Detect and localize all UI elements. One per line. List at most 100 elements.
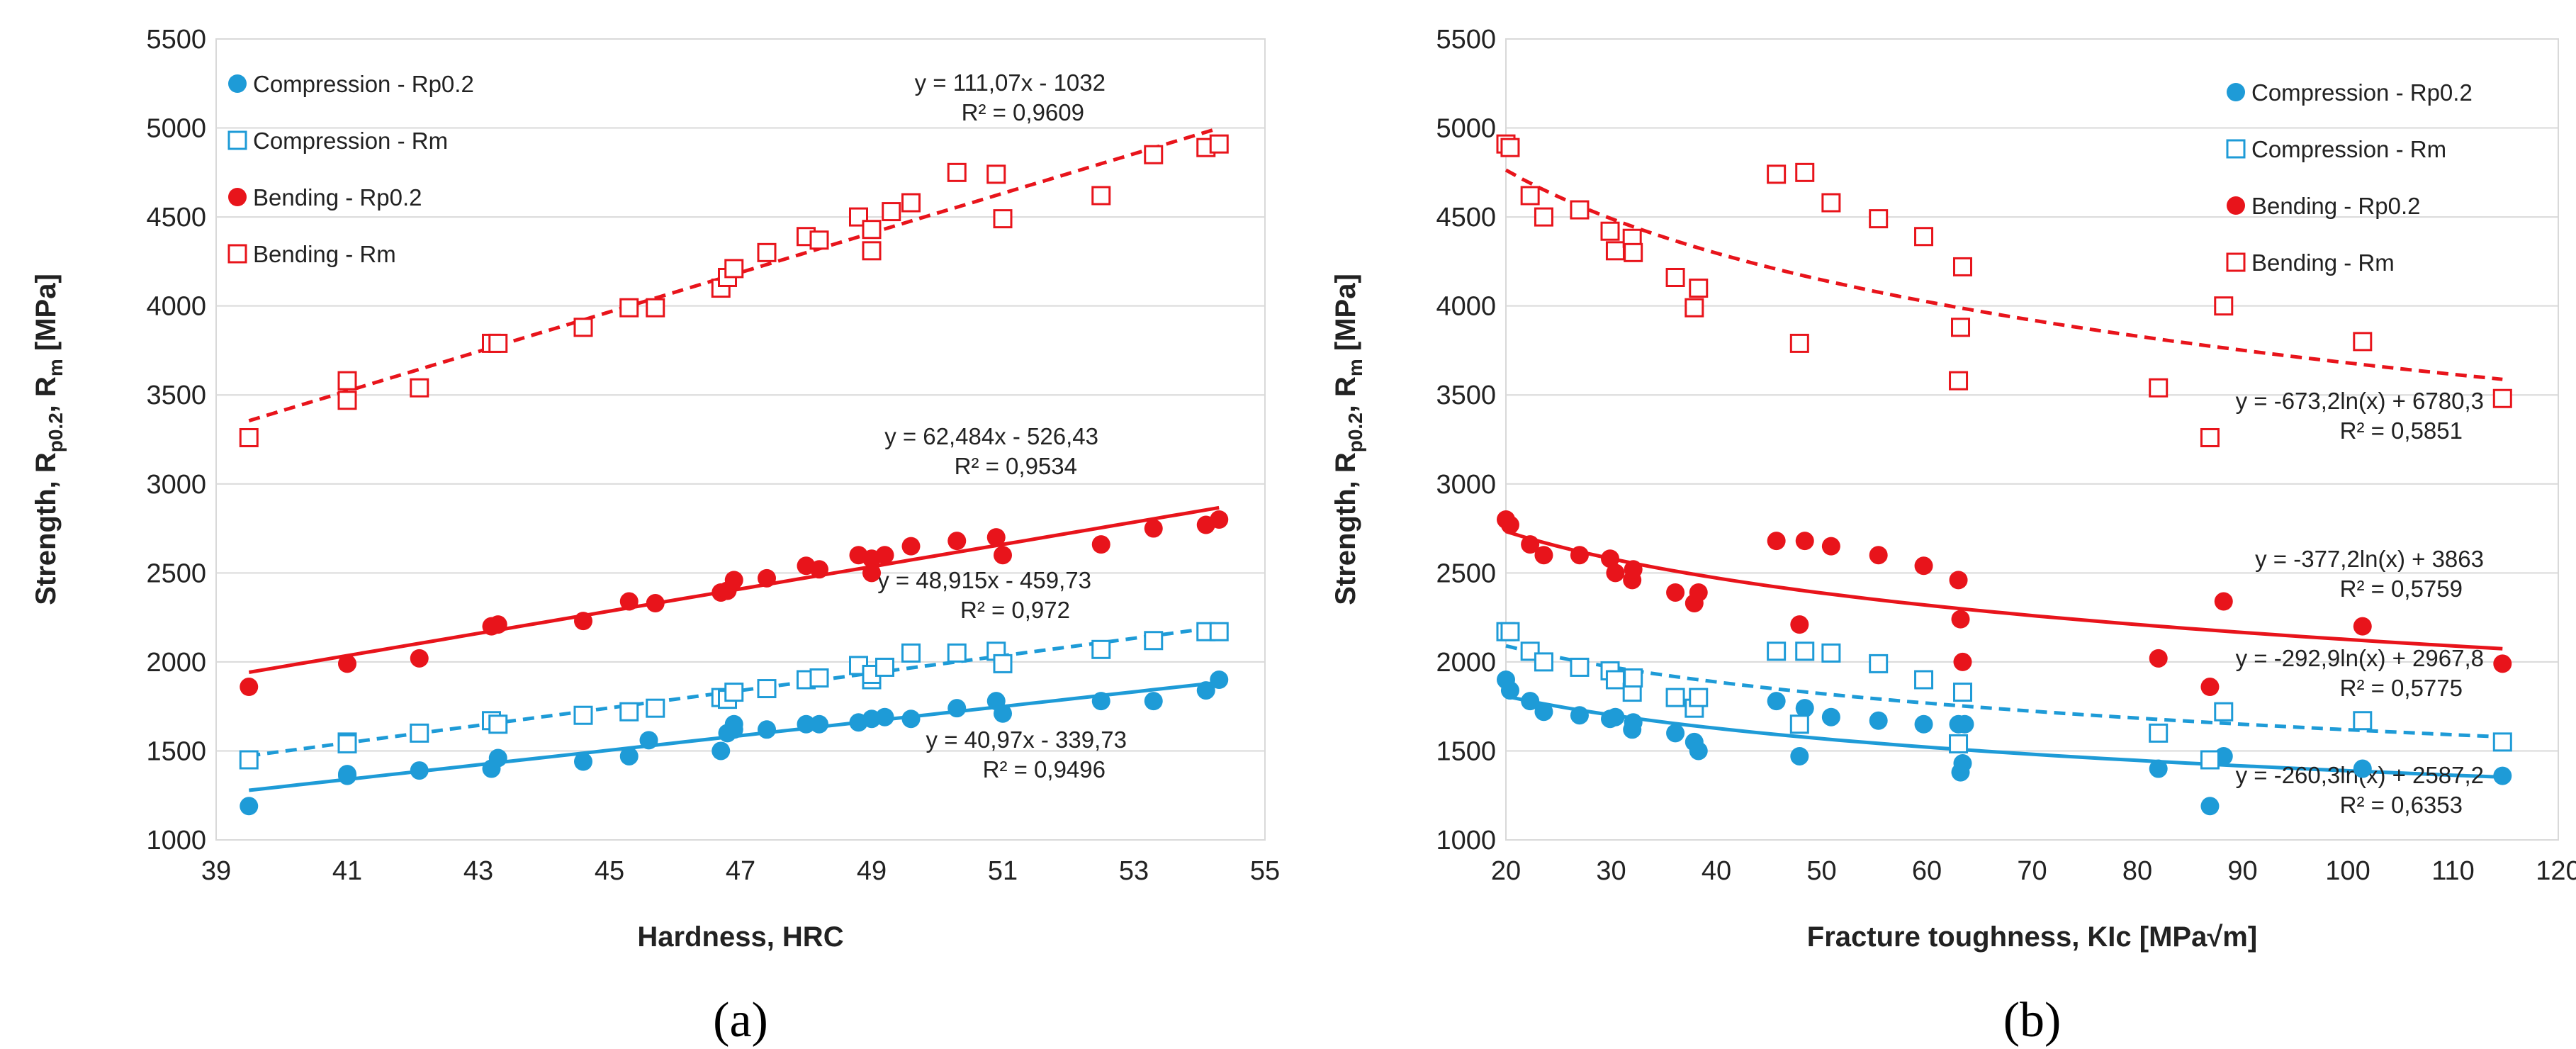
data-point xyxy=(862,220,882,240)
data-point xyxy=(1955,714,1974,734)
legend-marker xyxy=(2227,83,2245,101)
y-tick-label: 1000 xyxy=(1436,826,1496,856)
data-point xyxy=(1521,692,1540,711)
legend-label: Compression - Rm xyxy=(253,128,448,154)
legend-marker xyxy=(2226,139,2246,159)
data-point xyxy=(1952,683,1972,702)
trendline-r2: R² = 0,972 xyxy=(960,597,1070,623)
data-point xyxy=(1606,707,1625,727)
data-point xyxy=(2149,759,2168,778)
trendline-r2: R² = 0,6353 xyxy=(2340,792,2463,818)
data-point xyxy=(947,643,967,663)
data-point xyxy=(619,592,639,611)
data-point xyxy=(239,427,259,447)
data-point xyxy=(1914,714,1933,734)
trendline-r2: R² = 0,5759 xyxy=(2340,576,2463,602)
data-point xyxy=(1665,267,1685,287)
trendline-bending-rm xyxy=(1504,168,2503,381)
data-point xyxy=(947,532,967,551)
y-tick-label: 1500 xyxy=(1436,736,1496,766)
trendline-equation: y = -292,9ln(x) + 2967,8 xyxy=(2236,645,2484,671)
data-point xyxy=(1795,699,1814,718)
x-tick-label: 60 xyxy=(1912,856,1942,886)
data-point xyxy=(1605,670,1625,690)
data-point xyxy=(875,657,894,677)
x-tick-label: 43 xyxy=(463,856,493,886)
data-point xyxy=(2200,750,2220,770)
data-point xyxy=(1951,318,1971,337)
trendline-compression-rm xyxy=(1505,644,2503,739)
x-tick-label: 39 xyxy=(201,856,231,886)
y-tick-label: 5500 xyxy=(146,25,206,55)
data-point xyxy=(574,752,592,771)
y-tick-label: 3500 xyxy=(146,381,206,410)
data-point xyxy=(901,537,921,556)
data-point xyxy=(901,709,921,729)
trendline-bending-rp0-2 xyxy=(1505,529,2503,651)
y-tick-label: 3000 xyxy=(146,470,206,500)
data-point xyxy=(2492,732,2512,752)
data-point xyxy=(1624,668,1643,688)
data-point xyxy=(757,242,777,262)
trendline-equation: y = -377,2ln(x) + 3863 xyxy=(2255,546,2484,572)
data-point xyxy=(1210,510,1229,529)
trendline-equation: y = 40,97x - 339,73 xyxy=(926,727,1127,753)
data-point xyxy=(410,761,429,780)
data-point xyxy=(1210,671,1229,689)
data-point xyxy=(757,679,777,699)
data-point xyxy=(240,678,259,697)
data-point xyxy=(2493,654,2512,673)
y-tick-label: 5500 xyxy=(1436,25,1496,55)
y-tick-label: 4000 xyxy=(1436,292,1496,322)
data-point xyxy=(993,209,1013,229)
y-tick-label: 4000 xyxy=(146,292,206,322)
data-point xyxy=(1684,298,1704,318)
legend-label: Bending - Rm xyxy=(2251,249,2395,276)
data-point xyxy=(338,766,356,785)
data-point xyxy=(993,653,1013,673)
y-tick-label: 4500 xyxy=(1436,203,1496,232)
data-point xyxy=(947,162,967,182)
legend-label: Compression - Rm xyxy=(2251,136,2446,162)
y-tick-label: 2500 xyxy=(1436,559,1496,588)
data-point xyxy=(797,714,816,734)
data-point xyxy=(862,664,882,684)
data-point xyxy=(1767,164,1787,184)
data-point xyxy=(2149,649,2168,668)
data-point xyxy=(646,298,665,318)
data-point xyxy=(1689,279,1709,298)
data-point xyxy=(2493,766,2512,785)
data-point xyxy=(1949,571,1968,590)
data-point xyxy=(1869,653,1889,673)
y-tick-label: 5000 xyxy=(1436,114,1496,144)
data-point xyxy=(875,707,894,727)
y-tick-label: 2000 xyxy=(1436,648,1496,678)
x-tick-label: 55 xyxy=(1250,856,1280,886)
x-tick-label: 110 xyxy=(2431,856,2475,886)
data-point xyxy=(1914,556,1933,576)
data-point xyxy=(1500,622,1520,641)
x-tick-label: 49 xyxy=(857,856,887,886)
data-point xyxy=(1144,145,1164,164)
data-point xyxy=(994,546,1012,565)
data-point xyxy=(1795,641,1815,661)
legend-label: Compression - Rp0.2 xyxy=(2251,79,2473,106)
data-point xyxy=(1689,741,1708,761)
x-tick-label: 80 xyxy=(2122,856,2152,886)
legend-marker xyxy=(2226,252,2246,272)
legend-marker xyxy=(228,188,247,206)
data-point xyxy=(1091,186,1111,206)
chart-panel-2: 1000 1500 2000 2500 3000 3500 4000 4500 5000 5500… xyxy=(1330,25,2576,1048)
data-point xyxy=(758,720,776,739)
data-point xyxy=(1534,546,1553,565)
data-point xyxy=(1949,371,1969,391)
data-point xyxy=(1209,622,1229,641)
legend-marker xyxy=(227,130,247,150)
x-tick-label: 53 xyxy=(1119,856,1149,886)
data-point xyxy=(1144,692,1163,711)
data-point xyxy=(809,668,829,688)
data-point xyxy=(1624,560,1643,579)
trendline-r2: R² = 0,5851 xyxy=(2340,417,2463,444)
x-tick-label: 41 xyxy=(332,856,362,886)
data-point xyxy=(1520,186,1540,206)
